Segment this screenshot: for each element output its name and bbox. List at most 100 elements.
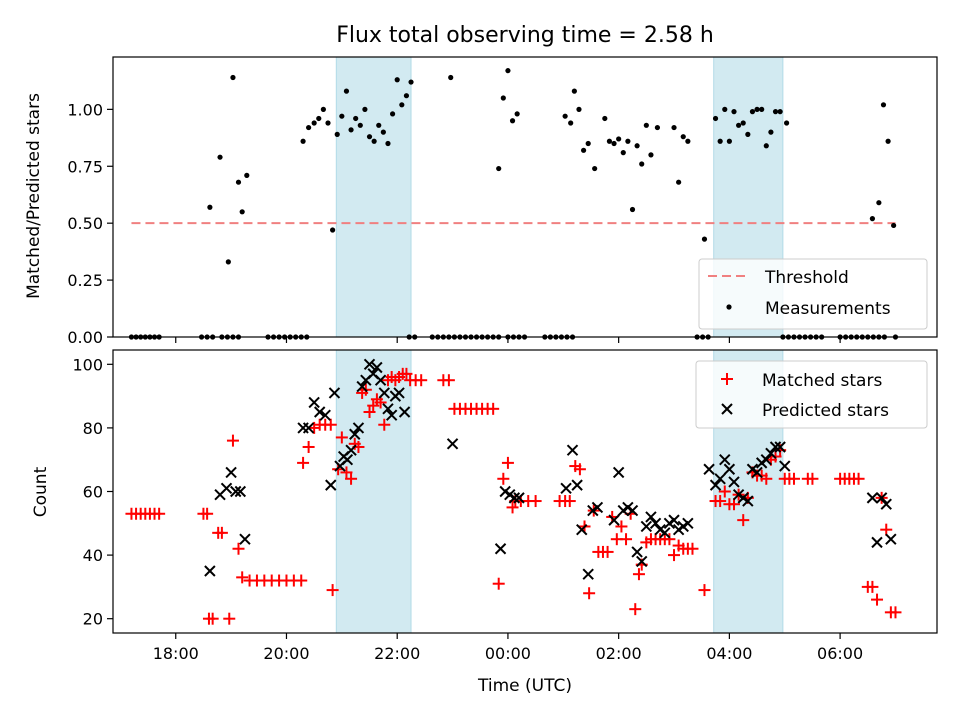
predicted-point	[769, 441, 782, 453]
ratio-panel: Flux total observing time = 2.58 h 0.00 0…	[24, 23, 938, 347]
measurement-point	[325, 120, 331, 126]
matched-point	[760, 472, 773, 485]
predicted-point	[494, 543, 507, 555]
matched-point	[563, 495, 576, 508]
measurement-point	[717, 138, 723, 144]
matched-point	[335, 431, 348, 444]
legend-measurements-label: Measurements	[765, 299, 891, 319]
predicted-point	[682, 517, 694, 530]
predicted-point	[349, 428, 361, 440]
predicted-point	[742, 495, 754, 507]
measurement-point	[385, 140, 391, 147]
measurement-point	[330, 227, 336, 233]
predicted-point	[774, 441, 786, 453]
predicted-point	[225, 466, 237, 479]
measurement-point	[685, 138, 691, 144]
predicted-point	[612, 466, 625, 479]
predicted-point	[220, 482, 233, 495]
predicted-point	[582, 568, 594, 580]
predicted-point	[230, 485, 242, 498]
measurement-point	[611, 140, 617, 147]
matched-point	[226, 434, 239, 447]
measurement-point	[620, 150, 626, 156]
measurement-point	[362, 106, 368, 112]
measurement-point	[639, 161, 645, 167]
x-tick-label: 06:00	[817, 644, 863, 663]
predicted-point	[636, 555, 648, 568]
predicted-point	[363, 358, 376, 371]
predicted-point	[645, 511, 657, 523]
matched-point	[492, 577, 505, 590]
y-tick-label: 0.25	[67, 271, 103, 290]
matched-point	[629, 603, 642, 616]
measurement-point	[783, 120, 790, 126]
measurement-point	[671, 124, 677, 131]
matched-point	[374, 396, 387, 409]
matched-point	[529, 495, 542, 508]
measurement-point	[371, 138, 377, 144]
predicted-point	[709, 479, 722, 491]
matched-point	[363, 406, 376, 419]
series-1	[125, 367, 902, 625]
chart-title: Flux total observing time = 2.58 h	[336, 23, 714, 48]
predicted-point	[659, 527, 671, 539]
measurement-point	[562, 113, 568, 119]
predicted-point	[875, 492, 888, 504]
matched-point	[302, 440, 315, 453]
matched-point	[698, 584, 711, 597]
measurement-point	[643, 122, 649, 128]
measurement-point	[768, 129, 774, 135]
predicted-point	[204, 565, 216, 577]
measurement-point	[389, 111, 396, 117]
measurement-point	[634, 143, 640, 149]
y-tick-label: 0.00	[67, 328, 103, 347]
predicted-point	[649, 517, 662, 530]
predicted-point	[719, 453, 731, 466]
matched-point	[345, 472, 358, 485]
measurement-point	[230, 74, 236, 81]
measurement-point	[394, 77, 400, 83]
matched-point	[573, 463, 586, 476]
predicted-point	[566, 444, 579, 456]
matched-point	[236, 571, 249, 584]
predicted-point	[871, 536, 883, 549]
matched-point	[852, 472, 865, 485]
measurement-point	[625, 138, 631, 144]
matched-point	[232, 542, 245, 555]
predicted-point	[398, 406, 411, 418]
predicted-point	[576, 523, 588, 536]
legend-measurements-swatch	[726, 304, 732, 310]
measurement-point	[225, 259, 231, 265]
measurement-point	[207, 204, 213, 210]
measurement-point	[448, 74, 454, 81]
matched-point	[297, 456, 310, 469]
x-tick-label: 04:00	[706, 644, 752, 663]
ratio-y-axis-label: Matched/Predicted stars	[24, 93, 44, 299]
matched-point	[866, 580, 879, 593]
predicted-point	[239, 533, 251, 545]
y-tick-label: 100	[72, 355, 103, 374]
measurement-point	[514, 111, 520, 117]
x-tick-label: 22:00	[374, 644, 420, 663]
count-legend: Matched stars Predicted stars	[695, 360, 928, 429]
matched-point	[378, 418, 391, 431]
predicted-point	[880, 498, 892, 510]
measurement-point	[576, 106, 582, 112]
predicted-point	[371, 361, 383, 374]
measurement-point	[722, 106, 728, 112]
legend-threshold-label: Threshold	[764, 268, 849, 288]
predicted-point	[728, 476, 740, 488]
measurement-point	[505, 68, 511, 74]
predicted-point	[608, 514, 620, 526]
matched-point	[206, 612, 219, 625]
predicted-point	[356, 380, 368, 393]
matched-point	[601, 545, 614, 558]
measurement-point	[306, 124, 312, 131]
matched-point	[620, 533, 633, 546]
predicted-point	[885, 533, 897, 545]
predicted-point	[352, 422, 365, 434]
measurement-point	[235, 179, 242, 185]
measurement-point	[701, 236, 708, 242]
predicted-point	[668, 514, 680, 526]
